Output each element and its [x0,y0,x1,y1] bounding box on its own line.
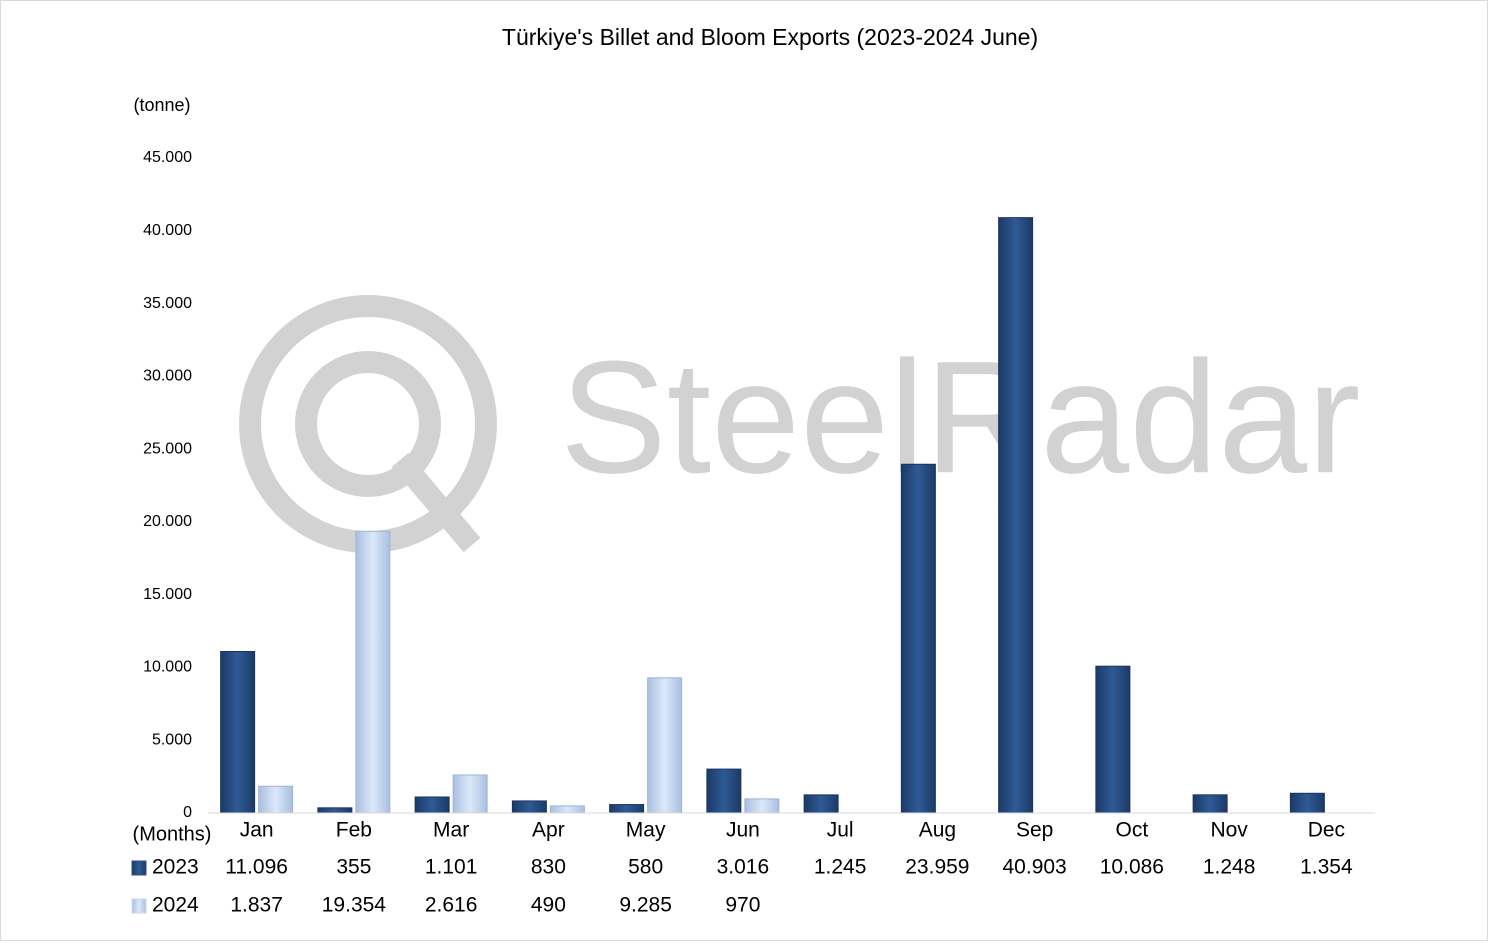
bar [317,807,353,814]
y-axis-label: (tonne) [133,95,190,115]
y-tick-label: 25.000 [143,440,192,457]
x-tick-label: Dec [1308,819,1345,842]
data-table-cell: 23.959 [905,856,969,879]
bar [1095,665,1131,814]
y-tick-label: 15.000 [143,586,192,603]
x-tick-label: Mar [433,819,469,842]
bar [998,217,1034,814]
bar [900,463,936,814]
bar [258,785,294,814]
y-tick-label: 10.000 [143,659,192,676]
y-tick-label: 45.000 [143,149,192,166]
x-tick-label: Aug [919,819,956,842]
legend-label: 2024 [152,894,199,917]
data-table-cell: 10.086 [1100,856,1164,879]
data-table-cell: 9.285 [619,894,672,917]
bar [452,774,488,814]
bar [355,530,391,814]
x-tick-label: Jan [240,819,274,842]
data-table-cell: 19.354 [322,894,387,917]
y-tick-label: 30.000 [143,368,192,385]
y-tick-label: 5.000 [152,731,192,748]
data-table-cell: 580 [628,856,663,879]
y-tick-label: 40.000 [143,222,192,239]
x-tick-label: Sep [1016,819,1053,842]
bar [220,650,256,814]
legend-key [131,898,147,914]
data-table-cell: 1.101 [425,856,478,879]
x-axis-label: (Months) [133,823,212,845]
y-tick-label: 20.000 [143,513,192,530]
x-tick-label: Jul [827,819,854,842]
x-tick-label: Jun [726,819,760,842]
x-tick-label: Nov [1210,819,1248,842]
y-tick-label: 35.000 [143,295,192,312]
data-table-cell: 970 [725,894,760,917]
legend-key [131,860,147,876]
bar [609,804,645,814]
x-tick-label: Apr [532,819,565,842]
bar [647,677,683,814]
bar [706,768,742,814]
data-table-cell: 1.245 [814,856,867,879]
chart-title: Türkiye's Billet and Bloom Exports (2023… [502,24,1038,50]
x-tick-label: May [626,819,666,842]
x-tick-label: Oct [1116,819,1149,842]
data-table-cell: 830 [531,856,566,879]
data-table-cell: 1.837 [230,894,283,917]
bar [744,798,780,814]
bar [511,800,547,814]
data-table-cell: 490 [531,894,566,917]
data-table-cell: 11.096 [225,856,288,879]
bar [549,805,585,814]
bar [803,794,839,814]
data-table-cell: 1.248 [1203,856,1256,879]
bar [1192,794,1228,814]
bar [414,796,450,814]
x-tick-label: Feb [336,819,372,842]
data-table-cell: 1.354 [1300,856,1353,879]
data-table-cell: 40.903 [1003,856,1067,879]
data-table-cell: 2.616 [425,894,478,917]
watermark: SteelRadar [560,327,1360,506]
data-table-cell: 3.016 [717,856,770,879]
data-table-cell: 355 [336,856,371,879]
bar [1289,792,1325,814]
y-tick-label: 0 [183,804,192,821]
legend-label: 2023 [152,856,199,879]
